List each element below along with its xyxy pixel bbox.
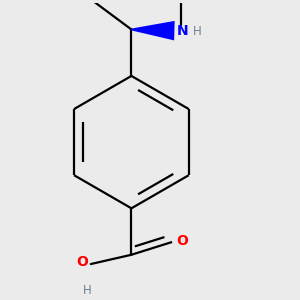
Text: O: O <box>76 255 88 269</box>
Text: H: H <box>193 25 202 38</box>
Text: N: N <box>177 24 189 38</box>
Text: O: O <box>176 234 188 248</box>
Polygon shape <box>131 21 175 40</box>
Text: H: H <box>83 284 92 297</box>
